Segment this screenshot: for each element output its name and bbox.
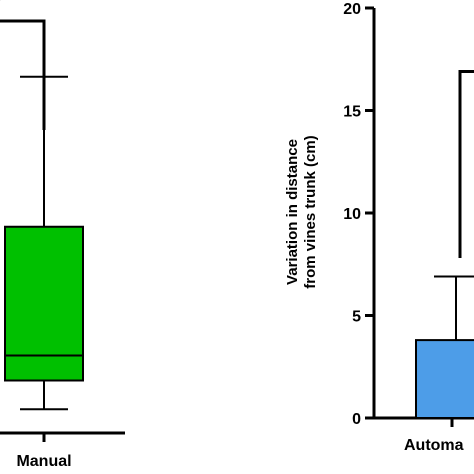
y-axis-ticks: 0 5 10 15 20 — [343, 1, 374, 428]
y-axis-label-line2: from vines trunk (cm) — [302, 135, 319, 288]
y-tick-label: 20 — [343, 1, 361, 18]
y-axis-label: Variation in distance from vines trunk (… — [284, 135, 319, 288]
category-label-automa: Automa — [404, 437, 464, 454]
y-tick-label: 0 — [352, 411, 361, 428]
y-axis-label-line1: Variation in distance — [284, 139, 301, 285]
right-box-plot: Variation in distance from vines trunk (… — [284, 1, 474, 454]
manual-box — [4, 75, 84, 411]
y-tick-label: 10 — [343, 206, 361, 223]
significance-star: * — [0, 0, 1, 13]
automa-iqr-box — [415, 339, 474, 420]
automa-box — [415, 275, 474, 420]
category-label-manual: Manual — [16, 453, 71, 470]
left-box-plot: * Manual — [0, 0, 125, 470]
significance-bracket — [0, 19, 46, 130]
manual-iqr-box — [4, 225, 84, 382]
y-tick-label: 5 — [352, 309, 361, 326]
y-tick-label: 15 — [343, 104, 361, 121]
significance-bracket-right — [458, 70, 474, 258]
